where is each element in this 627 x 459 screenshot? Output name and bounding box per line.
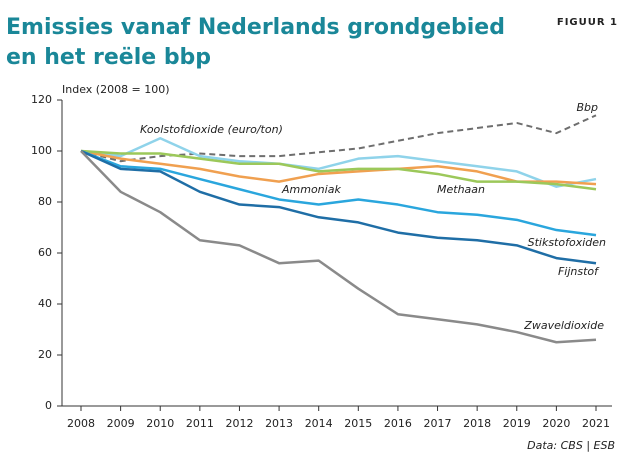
series-line	[80, 149, 597, 265]
y-axis-label: Index (2008 = 100)	[62, 83, 170, 96]
series-label: Fijnstof	[558, 265, 600, 278]
series-line	[80, 150, 597, 344]
x-tick-label: 2013	[265, 417, 293, 430]
chart-title: en het reële bbp	[6, 45, 211, 70]
series-label: Stikstofoxiden	[528, 236, 606, 249]
series-label: Zwaveldioxide	[523, 319, 604, 332]
y-tick-label: 40	[38, 297, 52, 310]
y-tick-label: 120	[31, 93, 52, 106]
x-tick-label: 2020	[542, 417, 570, 430]
x-tick-label: 2009	[107, 417, 135, 430]
x-tick-label: 2019	[503, 417, 531, 430]
x-tick-label: 2016	[384, 417, 412, 430]
x-tick-label: 2010	[146, 417, 174, 430]
series-line	[80, 149, 597, 191]
series-label: Ammoniak	[281, 183, 341, 196]
figure-label: FIGUUR 1	[557, 17, 618, 28]
x-tick-label: 2021	[582, 417, 610, 430]
x-tick-label: 2014	[305, 417, 333, 430]
chart-title: Emissies vanaf Nederlands grondgebied	[6, 15, 505, 40]
x-tick-label: 2011	[186, 417, 214, 430]
y-tick-label: 100	[31, 144, 52, 157]
series-label: Methaan	[437, 183, 485, 196]
y-tick-label: 80	[38, 195, 52, 208]
x-tick-label: 2018	[463, 417, 491, 430]
x-tick-label: 2008	[67, 417, 95, 430]
series-label: Koolstofdioxide (euro/ton)	[140, 123, 283, 136]
series-label: Bbp	[576, 101, 598, 114]
y-tick-label: 20	[38, 348, 52, 361]
y-tick-label: 0	[45, 399, 52, 412]
x-tick-label: 2017	[424, 417, 452, 430]
series-line	[80, 149, 597, 186]
series-line	[80, 137, 597, 188]
y-tick-label: 60	[38, 246, 52, 259]
source: Data: CBS | ESB	[527, 439, 615, 452]
series-line	[80, 114, 597, 163]
x-tick-label: 2015	[344, 417, 372, 430]
x-tick-label: 2012	[225, 417, 253, 430]
series-line	[80, 149, 597, 237]
